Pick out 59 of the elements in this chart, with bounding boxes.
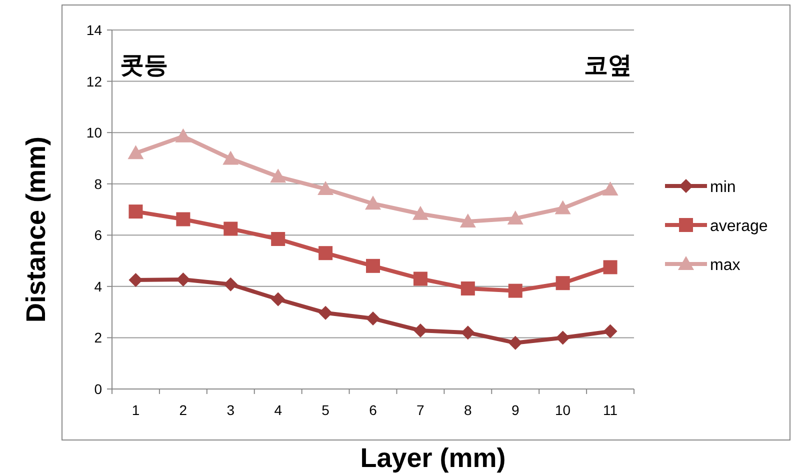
point: [508, 336, 522, 350]
point: [175, 128, 192, 142]
point: [224, 277, 238, 292]
y-tick-label: 4: [94, 278, 102, 294]
legend-label: average: [710, 218, 768, 235]
x-tick-label: 8: [464, 402, 472, 418]
x-tick-label: 9: [511, 402, 520, 418]
legend-label: max: [710, 257, 740, 274]
point: [128, 204, 143, 219]
x-tick-label: 6: [369, 402, 378, 418]
point: [460, 214, 476, 228]
point: [460, 326, 475, 340]
point: [602, 182, 618, 196]
annotation: 코옆: [584, 52, 632, 79]
x-tick-label: 5: [322, 402, 330, 418]
point: [318, 180, 334, 195]
legend-label: min: [710, 179, 736, 196]
x-tick-label: 11: [603, 402, 618, 418]
y-tick-label: 0: [94, 381, 102, 397]
point: [507, 210, 524, 224]
point: [176, 212, 190, 226]
point: [271, 232, 286, 246]
point: [366, 258, 380, 273]
point: [508, 284, 522, 298]
x-axis-title: Layer (mm): [360, 443, 506, 473]
x-tick-label: 7: [416, 402, 425, 418]
point: [128, 145, 144, 160]
point: [318, 246, 333, 260]
point: [270, 168, 286, 183]
y-tick-label: 2: [94, 330, 102, 346]
y-tick-label: 6: [94, 227, 102, 244]
point: [413, 272, 428, 286]
point: [176, 272, 190, 287]
point: [413, 324, 428, 338]
point: [554, 200, 571, 214]
annotation: 콧등: [120, 52, 168, 79]
y-tick-label: 8: [94, 176, 102, 192]
point: [222, 150, 239, 165]
point: [271, 292, 286, 306]
y-tick-label: 10: [86, 124, 102, 141]
x-tick-label: 2: [179, 402, 188, 418]
point: [365, 196, 381, 210]
x-tick-label: 4: [274, 402, 282, 418]
point: [556, 330, 570, 345]
point: [366, 311, 380, 326]
x-tick-label: 10: [555, 402, 571, 418]
point: [224, 222, 238, 236]
point: [556, 276, 570, 290]
y-axis-title: Distance (mm): [21, 136, 51, 323]
x-tick-label: 3: [226, 402, 235, 418]
y-tick-label: 14: [86, 22, 102, 38]
x-tick-label: 1: [132, 402, 140, 418]
point: [603, 260, 618, 274]
point: [128, 273, 143, 288]
point: [460, 281, 475, 296]
point: [603, 324, 618, 338]
y-tick-label: 12: [86, 73, 102, 90]
point: [318, 306, 333, 320]
point: [412, 206, 428, 220]
